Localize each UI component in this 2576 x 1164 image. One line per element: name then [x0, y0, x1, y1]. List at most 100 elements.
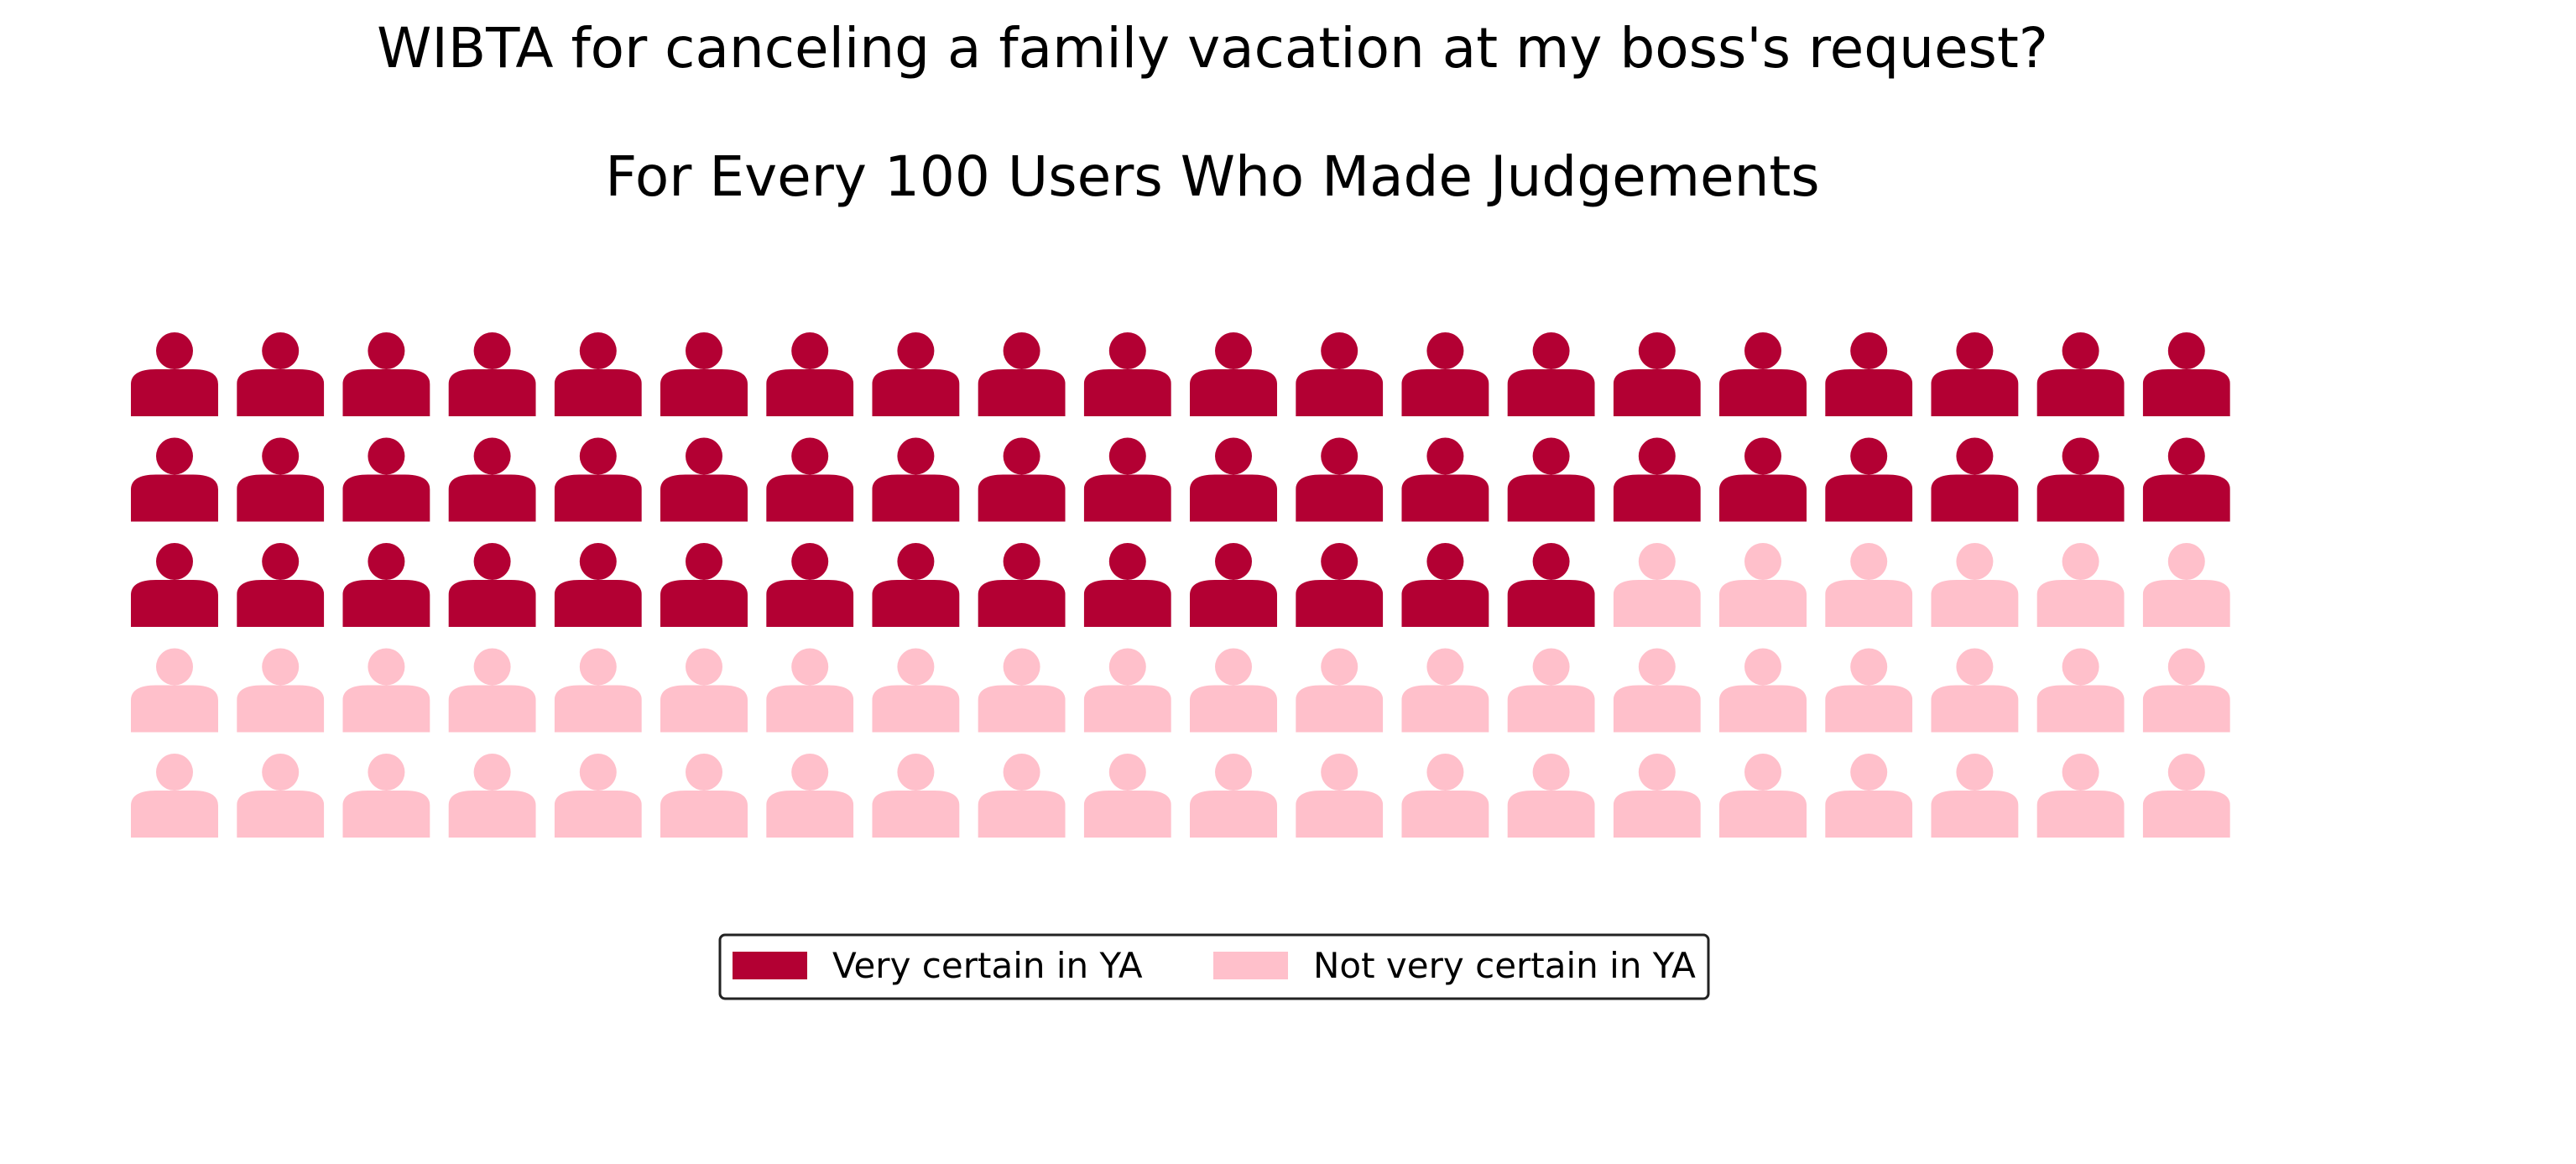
- person-icon-not-very-certain: [1931, 648, 2019, 733]
- person-icon-not-very-certain: [1719, 543, 1807, 627]
- person-icon-not-very-certain: [766, 754, 854, 838]
- person-icon-very-certain: [978, 543, 1066, 627]
- person-icon-not-very-certain: [237, 754, 325, 838]
- person-icon-very-certain: [237, 543, 325, 627]
- person-icon-very-certain: [978, 332, 1066, 416]
- person-icon-not-very-certain: [131, 754, 218, 838]
- person-icon-very-certain: [1507, 437, 1595, 522]
- person-icon-very-certain: [978, 437, 1066, 522]
- person-icon-very-certain: [1931, 332, 2019, 416]
- person-icon-very-certain: [1719, 332, 1807, 416]
- person-icon-very-certain: [766, 332, 854, 416]
- person-icon-very-certain: [448, 437, 536, 522]
- legend-label-not-very-certain: Not very certain in YA: [1313, 945, 1696, 986]
- person-icon-not-very-certain: [448, 648, 536, 733]
- person-icon-not-very-certain: [131, 648, 218, 733]
- person-icon-not-very-certain: [1825, 754, 1913, 838]
- person-icon-very-certain: [342, 437, 430, 522]
- person-icon-very-certain: [131, 332, 218, 416]
- person-icon-not-very-certain: [978, 754, 1066, 838]
- person-icon-very-certain: [448, 543, 536, 627]
- person-icon-very-certain: [766, 437, 854, 522]
- person-icon-very-certain: [2036, 437, 2125, 522]
- person-icon-very-certain: [872, 332, 960, 416]
- person-icon-very-certain: [1190, 332, 1277, 416]
- person-icon-not-very-certain: [1613, 543, 1701, 627]
- person-icon-not-very-certain: [2036, 543, 2125, 627]
- person-icon-very-certain: [1825, 437, 1913, 522]
- person-icon-not-very-certain: [2036, 754, 2125, 838]
- person-icon-very-certain: [554, 543, 642, 627]
- person-icon-not-very-certain: [1825, 648, 1913, 733]
- person-icon-not-very-certain: [2142, 754, 2230, 838]
- person-icon-not-very-certain: [1296, 648, 1384, 733]
- person-icon-very-certain: [342, 332, 430, 416]
- person-icon-very-certain: [1401, 437, 1489, 522]
- legend-swatch-not-very-certain: [1213, 952, 1288, 979]
- person-icon-not-very-certain: [1719, 754, 1807, 838]
- person-icon-not-very-certain: [1507, 754, 1595, 838]
- person-icon-not-very-certain: [2036, 648, 2125, 733]
- person-icon-not-very-certain: [1190, 648, 1277, 733]
- person-icon-not-very-certain: [872, 754, 960, 838]
- person-icon-very-certain: [131, 543, 218, 627]
- person-icon-not-very-certain: [2142, 543, 2230, 627]
- person-icon-not-very-certain: [1931, 754, 2019, 838]
- person-icon-not-very-certain: [1083, 648, 1171, 733]
- person-icon-very-certain: [1296, 332, 1384, 416]
- person-icon-not-very-certain: [342, 754, 430, 838]
- person-icon-very-certain: [766, 543, 854, 627]
- person-icon-very-certain: [1083, 332, 1171, 416]
- person-icon-very-certain: [342, 543, 430, 627]
- person-icon-very-certain: [1401, 332, 1489, 416]
- person-icon-not-very-certain: [1825, 543, 1913, 627]
- person-icon-not-very-certain: [554, 754, 642, 838]
- person-icon-very-certain: [2142, 332, 2230, 416]
- person-icon-not-very-certain: [1401, 648, 1489, 733]
- person-icon-not-very-certain: [237, 648, 325, 733]
- person-icon-very-certain: [448, 332, 536, 416]
- person-icon-not-very-certain: [1507, 648, 1595, 733]
- person-icon-very-certain: [660, 543, 748, 627]
- person-icon-very-certain: [660, 332, 748, 416]
- person-icon-very-certain: [2142, 437, 2230, 522]
- person-icon-not-very-certain: [1083, 754, 1171, 838]
- person-icon-very-certain: [660, 437, 748, 522]
- person-icon-very-certain: [2036, 332, 2125, 416]
- person-icon-not-very-certain: [554, 648, 642, 733]
- chart-title: WIBTA for canceling a family vacation at…: [377, 16, 2048, 81]
- person-icon-very-certain: [1507, 332, 1595, 416]
- person-icon-very-certain: [1719, 437, 1807, 522]
- person-icon-very-certain: [1613, 332, 1701, 416]
- person-icon-very-certain: [1613, 437, 1701, 522]
- person-icon-not-very-certain: [448, 754, 536, 838]
- person-icon-very-certain: [131, 437, 218, 522]
- icon-grid: [131, 332, 2230, 838]
- person-icon-very-certain: [1296, 543, 1384, 627]
- person-icon-very-certain: [1507, 543, 1595, 627]
- person-icon-not-very-certain: [1296, 754, 1384, 838]
- person-icon-very-certain: [1083, 543, 1171, 627]
- person-icon-not-very-certain: [1719, 648, 1807, 733]
- person-icon-not-very-certain: [978, 648, 1066, 733]
- person-icon-not-very-certain: [1931, 543, 2019, 627]
- legend-swatch-very-certain: [733, 952, 807, 979]
- person-icon-not-very-certain: [1613, 754, 1701, 838]
- person-icon-very-certain: [1083, 437, 1171, 522]
- person-icon-very-certain: [554, 332, 642, 416]
- legend: Very certain in YA Not very certain in Y…: [718, 933, 1710, 1000]
- person-icon-very-certain: [1190, 543, 1277, 627]
- person-icon-very-certain: [872, 543, 960, 627]
- person-icon-not-very-certain: [766, 648, 854, 733]
- person-icon-not-very-certain: [1613, 648, 1701, 733]
- person-icon-not-very-certain: [660, 648, 748, 733]
- person-icon-not-very-certain: [1190, 754, 1277, 838]
- person-icon-not-very-certain: [1401, 754, 1489, 838]
- person-icon-not-very-certain: [342, 648, 430, 733]
- person-icon-very-certain: [1190, 437, 1277, 522]
- person-icon-very-certain: [1401, 543, 1489, 627]
- person-icon-very-certain: [237, 437, 325, 522]
- legend-label-very-certain: Very certain in YA: [832, 945, 1143, 986]
- person-icon-very-certain: [554, 437, 642, 522]
